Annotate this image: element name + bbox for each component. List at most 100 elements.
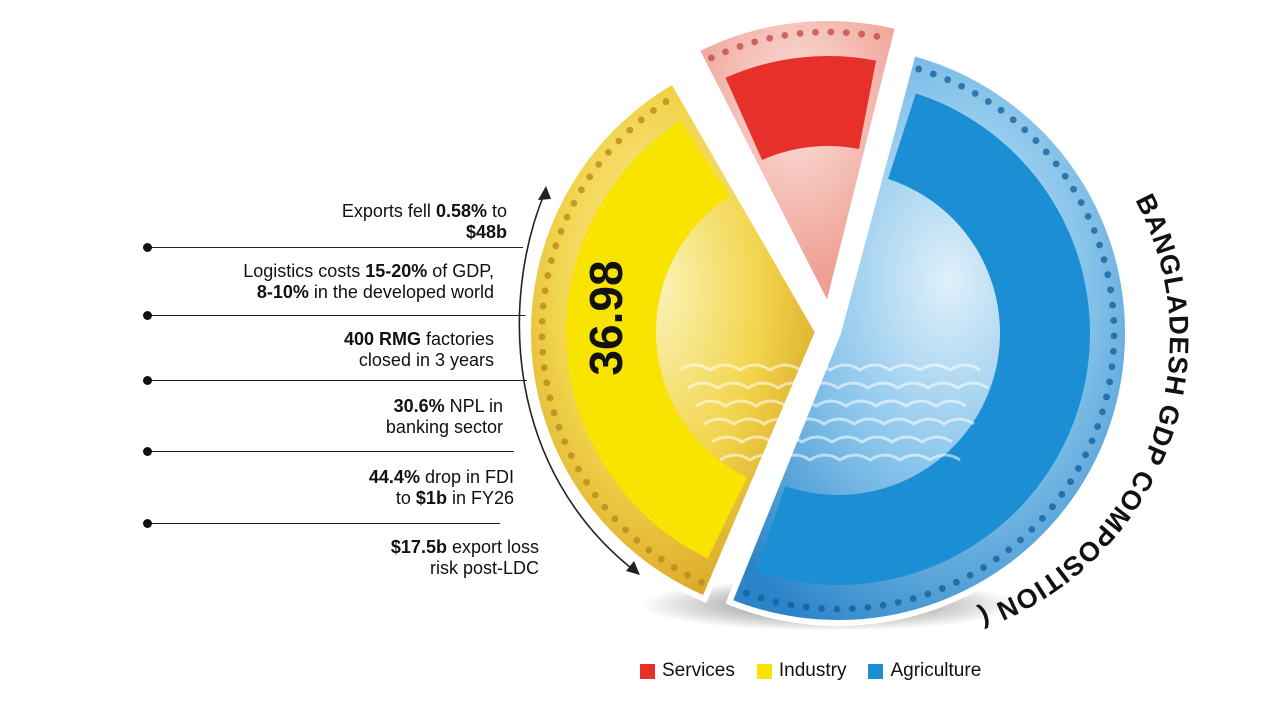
rim-bead [546, 394, 554, 402]
rim-bead [1103, 393, 1110, 401]
rim-bead [1061, 172, 1069, 180]
bullet-dot [143, 243, 152, 252]
rim-bead [662, 98, 670, 105]
divider-line [148, 247, 523, 248]
legend-label-services: Services [662, 660, 735, 681]
rim-bead [543, 379, 551, 387]
rim-bead [894, 598, 902, 606]
rim-bead [879, 601, 887, 609]
rim-bead [1005, 546, 1013, 554]
rim-bead [539, 302, 547, 310]
rim-bead [1109, 347, 1117, 355]
rim-bead [538, 318, 546, 325]
fact-highlight: 44.4% [368, 467, 420, 487]
fact-text: risk post-LDC [429, 558, 539, 578]
fact-text: in FY26 [446, 488, 514, 508]
rim-bead [544, 272, 552, 279]
rim-bead [697, 578, 705, 586]
fact-highlight: 15-20% [365, 261, 428, 281]
rim-bead [622, 526, 629, 534]
rim-bead [722, 48, 729, 56]
rim-bead [1042, 148, 1050, 156]
rim-bead [1039, 514, 1046, 522]
rim-bead [971, 90, 979, 97]
fact-exports: Exports fell 0.58% to $48b [342, 201, 507, 243]
rim-bead [578, 186, 585, 194]
rim-bead [787, 601, 795, 609]
rim-bead [966, 571, 974, 579]
rim-bead [796, 30, 804, 37]
rim-bead [944, 76, 952, 84]
rim-bead [540, 364, 548, 371]
wave-emblem [679, 363, 981, 372]
fact-text: in the developed world [308, 282, 494, 302]
rim-bead [929, 70, 937, 78]
rim-bead [827, 28, 835, 36]
rim-bead [1075, 465, 1082, 472]
rim-bead [833, 605, 841, 613]
legend-item-services: Services [640, 660, 735, 682]
wave-emblem [703, 417, 975, 426]
rim-bead [980, 564, 987, 571]
rim-bead [1058, 491, 1066, 498]
fact-highlight: $48b [465, 222, 507, 242]
chart-legend: Services Industry Agriculture [640, 660, 981, 682]
rim-bead [997, 106, 1005, 114]
rim-bead [1021, 126, 1029, 134]
fact-text: closed in 3 years [358, 350, 494, 370]
rim-bead [561, 438, 569, 446]
rim-bead [548, 257, 555, 264]
bullet-dot [143, 519, 152, 528]
rim-bead [938, 585, 946, 592]
rim-bead [563, 213, 571, 221]
rim-bead [1107, 286, 1115, 294]
rim-bead [645, 546, 653, 554]
rim-bead [539, 348, 547, 356]
rim-bead [555, 423, 563, 431]
fact-fdi: 44.4% drop in FDI to $1b in FY26 [369, 467, 514, 509]
fact-highlight: 400 RMG [343, 329, 421, 349]
rim-bead [633, 536, 641, 544]
wave-emblem [711, 435, 953, 444]
rim-bead [992, 555, 1000, 563]
fact-logistics: Logistics costs 15-20% of GDP, 8-10% in t… [243, 261, 494, 303]
data-band-agriculture [755, 93, 1091, 586]
divider-line [148, 451, 514, 452]
rim-bead [707, 54, 715, 62]
legend-swatch-industry [756, 663, 772, 679]
fact-text: of GDP, [427, 261, 494, 281]
fact-highlight: $1b [415, 488, 447, 508]
wave-emblem [695, 399, 967, 408]
divider-line [148, 315, 531, 316]
bullet-dot [143, 447, 152, 456]
fact-highlight: 0.58% [435, 201, 487, 221]
rim-bead [736, 43, 744, 50]
fact-text: to [395, 488, 416, 508]
wave-emblem [719, 453, 961, 462]
rim-bead [1049, 503, 1056, 511]
rim-bead [637, 116, 645, 124]
rim-bead [873, 32, 881, 40]
curved-arrow [518, 191, 637, 573]
rim-bead [757, 594, 765, 602]
legend-swatch-agriculture [868, 663, 884, 679]
rim-bead [1106, 378, 1114, 386]
arrow-head-bottom [626, 561, 640, 575]
rim-bead [657, 555, 665, 563]
rim-bead [611, 515, 619, 523]
fact-text: export loss [446, 537, 539, 557]
fact-text: Exports fell [341, 201, 436, 221]
rim-bead [849, 605, 856, 613]
rim-bead [842, 29, 850, 37]
rim-bead [591, 491, 599, 499]
rim-bead [766, 34, 774, 42]
divider-line [148, 380, 527, 381]
fact-text: drop in FDI [419, 467, 514, 487]
data-band-industry [566, 120, 747, 559]
rim-bead [772, 598, 780, 606]
rim-bead [1009, 116, 1017, 124]
rim-bead [984, 98, 992, 105]
rim-bead [751, 38, 759, 46]
rim-bead [583, 478, 590, 486]
